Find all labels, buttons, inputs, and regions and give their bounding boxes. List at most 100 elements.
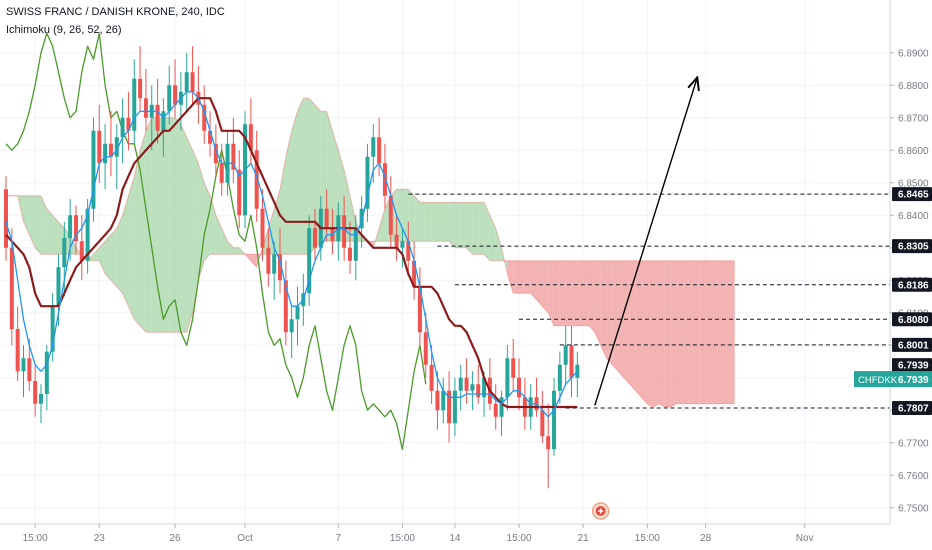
cloud-segment [35,195,41,255]
candle [184,52,189,112]
x-tick-label: 14 [449,533,461,544]
cloud-segment [192,150,199,313]
candle-body [9,247,14,329]
candle-body [79,241,84,261]
cloud-segment [75,247,82,255]
candle [423,312,428,378]
candle-body [324,208,329,229]
y-tick-label: 6.8500 [898,178,929,189]
cloud-segment [402,189,409,242]
cloud-segment [221,228,228,255]
candle [73,205,78,255]
cloud-segment [169,117,176,333]
x-tick-label: 15:00 [23,533,48,544]
candle-body [563,345,568,365]
candle-body [307,228,312,294]
cloud-segment [612,260,619,372]
candle-body [499,397,504,417]
candle-body [27,358,32,381]
candle-body [441,390,446,411]
candle [114,124,119,190]
candle [511,338,516,391]
candle-body [312,228,317,248]
event-marker-cross [598,508,604,514]
candle [476,364,481,404]
cloud-segment [699,260,706,404]
cloud-segment [110,228,117,287]
candle-body [493,403,498,417]
candle-body [237,169,242,216]
candle [126,91,131,151]
price-level-label: 6.7939 [898,361,929,372]
price-level-label: 6.7807 [898,403,929,414]
candle [394,215,399,261]
cloud-segment [332,130,339,242]
x-tick-label: Oct [237,533,253,544]
candle [138,46,143,112]
candle-body [85,208,90,261]
candle [295,286,300,346]
cloud-segment [536,260,543,307]
cloud-segment [280,156,286,255]
candle-body [231,143,236,170]
cloud-segment [414,195,420,242]
candle-body [248,124,253,151]
candle-body [406,241,411,261]
cloud-segment [437,202,444,242]
cloud-segment [215,215,222,255]
cloud-segment [419,202,426,242]
projection-arrow[interactable] [594,79,697,406]
candle [272,241,277,300]
candle [21,345,26,398]
cloud-segment [122,195,129,307]
time-axis[interactable]: 15:00 23 26 Oct 7 15:00 14 15:00 21 15:00 28 Nov [0,523,890,544]
candle-body [138,78,143,99]
candle [458,364,463,411]
candle-body [260,208,265,248]
cloud-segment [513,260,520,294]
candle-body [365,156,370,209]
cloud-segment [682,260,689,404]
candle-body [272,254,277,274]
cloud-segment [629,260,636,391]
candle-body [21,358,26,372]
cloud-segment [93,247,100,261]
y-tick-label: 6.8900 [898,48,929,59]
candle [283,260,288,346]
candle-body [447,390,452,424]
price-axis[interactable]: 6.75006.76006.77006.78006.79006.80006.81… [889,0,932,550]
cloud-segment [658,260,665,407]
candle [557,351,562,404]
candle [173,59,178,118]
candle [388,176,393,248]
price-level-tag [892,187,932,202]
candle-body [219,163,224,183]
cloud-segment [29,195,36,248]
cloud-segment [454,202,461,248]
price-level-tag [892,239,932,254]
candle [190,46,195,105]
price-axis-bg [890,0,932,550]
y-tick-label: 6.8700 [898,113,929,124]
candle [435,371,440,430]
candle-body [458,377,463,391]
candle-body [382,163,387,196]
candle [312,208,317,261]
candle [552,377,557,456]
cloud-segment [186,137,193,333]
cloud-segment [466,202,473,255]
cloud-segment [594,260,601,346]
cloud-segment [647,260,654,407]
candle [143,69,148,131]
candle [517,358,522,411]
x-tick-label: 26 [170,533,182,544]
symbol-tag-price: 6.7939 [898,375,929,386]
cloud-segment [501,247,508,274]
x-tick-label: 7 [336,533,342,544]
candle-body [511,358,516,378]
cloud-segment [449,202,455,248]
cloud-segment [99,241,106,274]
candle [575,351,580,398]
cloud-segment [705,260,712,404]
